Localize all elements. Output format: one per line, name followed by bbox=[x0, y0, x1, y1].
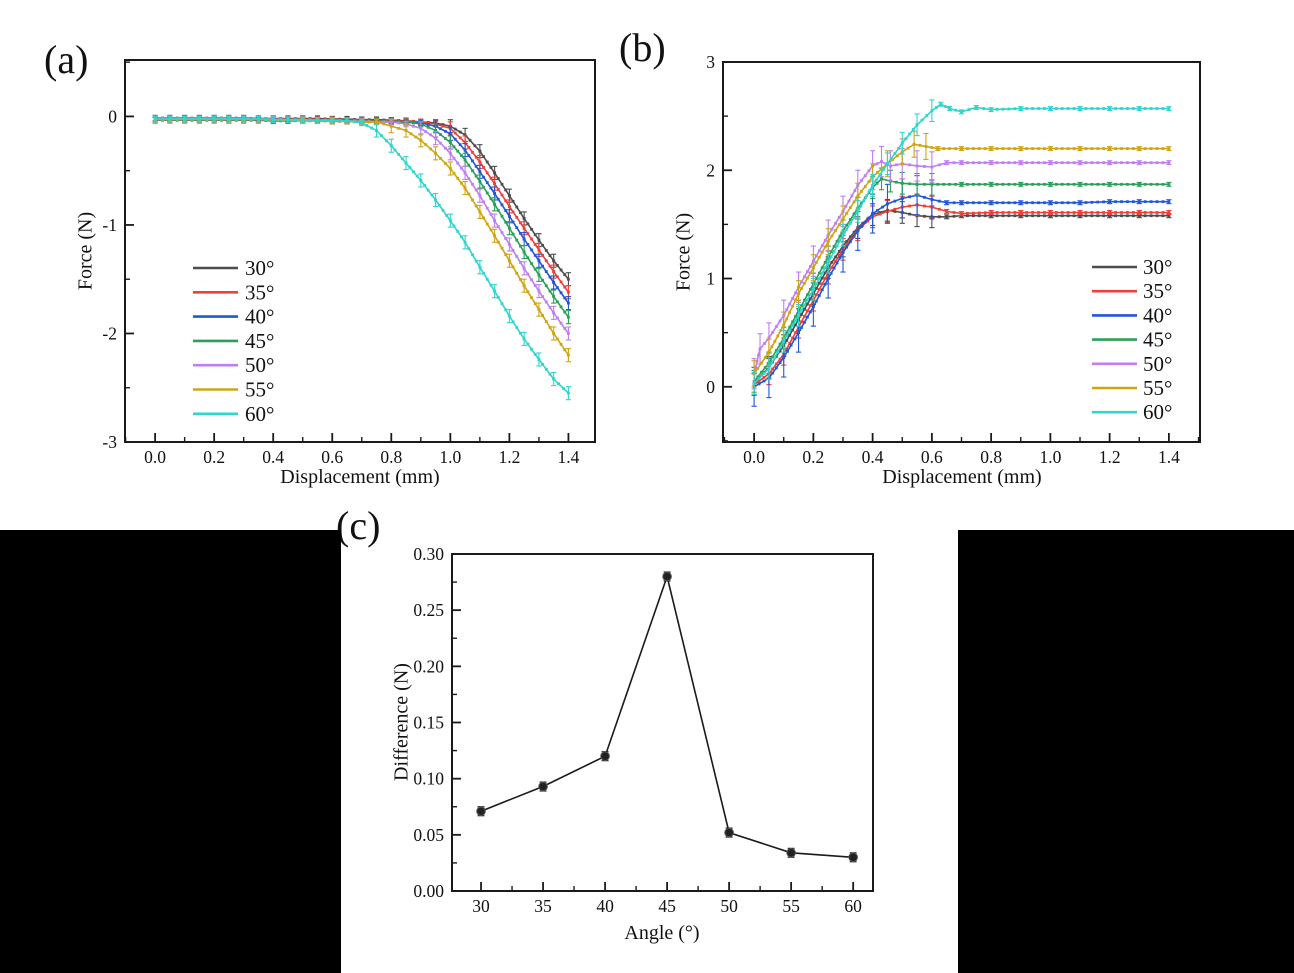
series-55deg bbox=[152, 116, 572, 363]
x-tick-label: 1.0 bbox=[439, 447, 461, 467]
axis-ticks: 0.0 0.2 0.4 0.6 0.8 1.0 1.2 1.4 0 -1 -2 -3 bbox=[102, 61, 580, 467]
x-tick-label: 1.0 bbox=[1039, 447, 1061, 467]
y-tick-label: 3 bbox=[706, 52, 715, 72]
x-tick-label: 40 bbox=[596, 896, 614, 916]
series-35deg bbox=[152, 115, 572, 300]
x-tick-label: 55 bbox=[782, 896, 800, 916]
x-tick-label: 0.4 bbox=[862, 447, 884, 467]
legend-label: 60° bbox=[245, 402, 274, 426]
x-tick-label: 50 bbox=[720, 896, 738, 916]
y-tick-label: 1 bbox=[706, 269, 715, 289]
xaxis-label-a: Displacement (mm) bbox=[280, 466, 440, 488]
series-Difference bbox=[476, 571, 858, 863]
legend-label: 35° bbox=[245, 280, 274, 304]
y-tick-label: 0 bbox=[706, 377, 715, 397]
censor-rect-left bbox=[0, 530, 341, 973]
x-tick-label: 30 bbox=[472, 896, 490, 916]
legend-label: 45° bbox=[1143, 328, 1172, 352]
x-tick-label: 0.2 bbox=[203, 447, 225, 467]
y-tick-label: 0.15 bbox=[413, 713, 444, 733]
legend-label: 55° bbox=[245, 378, 274, 402]
series-55deg bbox=[751, 130, 1172, 388]
series-60deg bbox=[751, 99, 1172, 395]
x-tick-label: 1.4 bbox=[1158, 447, 1180, 467]
y-tick-label: -2 bbox=[102, 323, 117, 343]
axis-ticks: 0.0 0.2 0.4 0.6 0.8 1.0 1.2 1.4 0 1 2 3 bbox=[706, 52, 1200, 467]
x-tick-label: 0.0 bbox=[144, 447, 166, 467]
legend-label: 50° bbox=[245, 353, 274, 377]
x-tick-label: 35 bbox=[534, 896, 552, 916]
panel-label-b: (b) bbox=[619, 25, 666, 70]
series-60deg bbox=[152, 115, 572, 401]
y-tick-label: 0.05 bbox=[413, 825, 444, 845]
yaxis-label-a: Force (N) bbox=[74, 211, 97, 291]
axis-ticks: 30 35 40 45 50 55 60 0.00 0.05 0.10 0.15 0.20 0.25 0.… bbox=[413, 544, 862, 916]
y-tick-label: 2 bbox=[706, 160, 715, 180]
legend-label: 40° bbox=[245, 305, 274, 329]
legend-label: 30° bbox=[245, 256, 274, 280]
series-40deg bbox=[152, 116, 572, 311]
x-tick-label: 0.6 bbox=[321, 447, 343, 467]
y-tick-label: 0.00 bbox=[413, 881, 444, 901]
x-tick-label: 0.6 bbox=[921, 447, 943, 467]
x-tick-label: 0.8 bbox=[980, 447, 1002, 467]
legend-b: 30°35°40°45°50°55°60° bbox=[1092, 255, 1172, 424]
y-tick-label: 0 bbox=[108, 106, 117, 126]
x-tick-label: 0.8 bbox=[380, 447, 402, 467]
legend-a: 30°35°40°45°50°55°60° bbox=[193, 256, 274, 426]
xaxis-label-b: Displacement (mm) bbox=[882, 466, 1042, 488]
plot-c: 30 35 40 45 50 55 60 0.00 0.05 0.10 0.15 0.20 0.25 0.… bbox=[413, 544, 874, 916]
plot-a: 0.0 0.2 0.4 0.6 0.8 1.0 1.2 1.4 0 -1 -2 -3 30°35°40°… bbox=[102, 59, 596, 467]
y-tick-label: -3 bbox=[102, 432, 117, 452]
y-tick-label: 0.10 bbox=[413, 769, 444, 789]
plot-b: 0.0 0.2 0.4 0.6 0.8 1.0 1.2 1.4 0 1 2 3 30°35°40°45°… bbox=[706, 52, 1201, 467]
legend-label: 40° bbox=[1143, 303, 1172, 327]
x-tick-label: 0.4 bbox=[262, 447, 284, 467]
x-tick-label: 45 bbox=[658, 896, 676, 916]
yaxis-label-c: Difference (N) bbox=[390, 663, 413, 781]
x-tick-label: 60 bbox=[844, 896, 862, 916]
legend-label: 45° bbox=[245, 329, 274, 353]
y-tick-label: 0.25 bbox=[413, 600, 444, 620]
legend-label: 55° bbox=[1143, 376, 1172, 400]
xaxis-label-c: Angle (°) bbox=[624, 922, 700, 944]
x-tick-label: 0.0 bbox=[743, 447, 765, 467]
panel-label-c: (c) bbox=[336, 503, 381, 548]
censor-rect-right bbox=[958, 530, 1294, 973]
legend-label: 30° bbox=[1143, 255, 1172, 279]
y-tick-label: 0.20 bbox=[413, 656, 444, 676]
legend-label: 60° bbox=[1143, 400, 1172, 424]
yaxis-label-b: Force (N) bbox=[672, 212, 695, 292]
y-tick-label: -1 bbox=[102, 215, 117, 235]
legend-label: 35° bbox=[1143, 279, 1172, 303]
x-tick-label: 1.2 bbox=[1099, 447, 1121, 467]
y-tick-label: 0.30 bbox=[413, 544, 444, 564]
x-tick-label: 1.2 bbox=[498, 447, 520, 467]
panel-label-a: (a) bbox=[44, 37, 89, 82]
legend-label: 50° bbox=[1143, 352, 1172, 376]
x-tick-label: 0.2 bbox=[802, 447, 824, 467]
x-tick-label: 1.4 bbox=[557, 447, 579, 467]
